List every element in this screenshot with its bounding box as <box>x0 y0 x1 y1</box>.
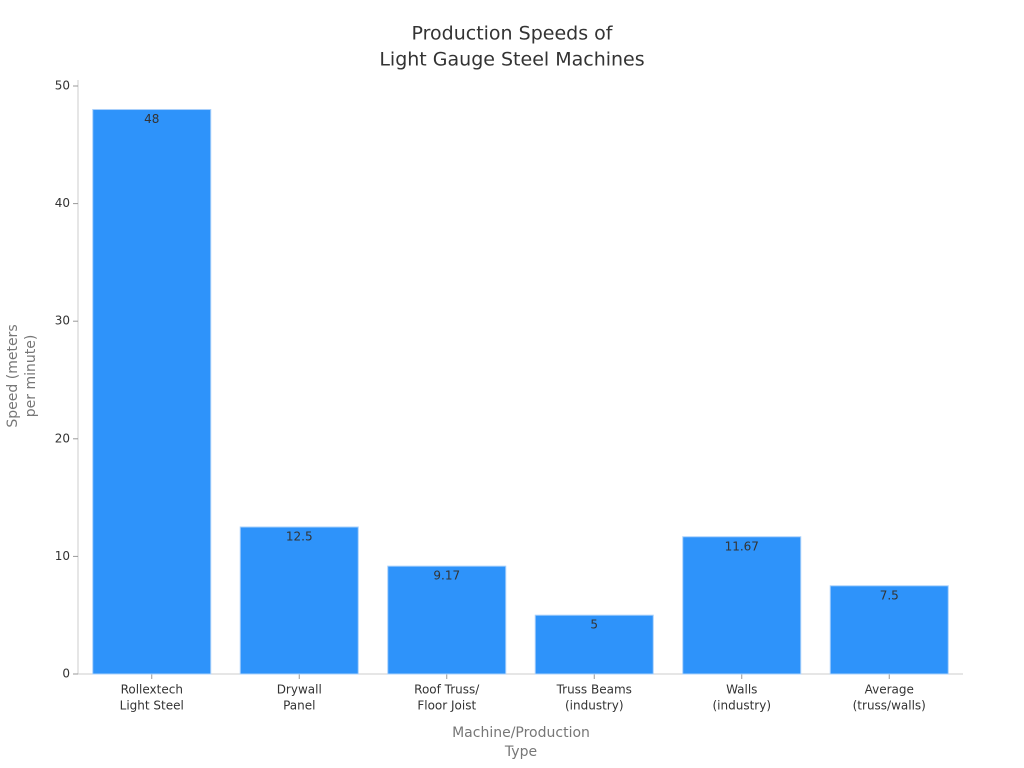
y-tick-label: 40 <box>55 196 70 210</box>
x-tick-label: Walls <box>726 683 757 697</box>
y-tick-label: 0 <box>62 667 70 681</box>
bar <box>239 526 359 675</box>
x-tick-label: Truss Beams <box>556 683 632 697</box>
value-label: 48 <box>144 112 159 126</box>
bar <box>829 585 949 675</box>
chart-title: Light Gauge Steel Machines <box>379 49 644 71</box>
x-tick-label: (industry) <box>712 699 771 713</box>
y-tick-label: 20 <box>55 431 70 445</box>
x-axis-label: Type <box>504 744 537 760</box>
x-tick-label: Drywall <box>277 683 322 697</box>
y-axis-label: Speed (meters <box>5 324 21 427</box>
bar <box>387 565 507 675</box>
x-tick-label: Panel <box>283 699 315 713</box>
x-tick-label: Rollextech <box>121 683 183 697</box>
bar <box>682 536 802 675</box>
x-tick-label: Roof Truss/ <box>414 683 480 697</box>
x-tick-label: (industry) <box>565 699 624 713</box>
bar <box>534 614 654 675</box>
value-label: 9.17 <box>433 569 460 583</box>
value-label: 5 <box>590 618 598 632</box>
x-tick-label: (truss/walls) <box>853 699 926 713</box>
y-axis-label: per minute) <box>23 335 39 418</box>
value-label: 7.5 <box>880 588 899 602</box>
chart-title: Production Speeds of <box>412 23 614 45</box>
bar <box>92 109 212 675</box>
x-tick-label: Light Steel <box>120 699 184 713</box>
y-tick-label: 50 <box>55 79 70 93</box>
y-tick-label: 30 <box>55 314 70 328</box>
x-tick-label: Floor Joist <box>417 699 476 713</box>
x-axis-label: Machine/Production <box>452 725 590 741</box>
value-label: 12.5 <box>286 530 313 544</box>
y-tick-label: 10 <box>55 549 70 563</box>
x-tick-label: Average <box>865 683 914 697</box>
value-label: 11.67 <box>725 539 759 553</box>
